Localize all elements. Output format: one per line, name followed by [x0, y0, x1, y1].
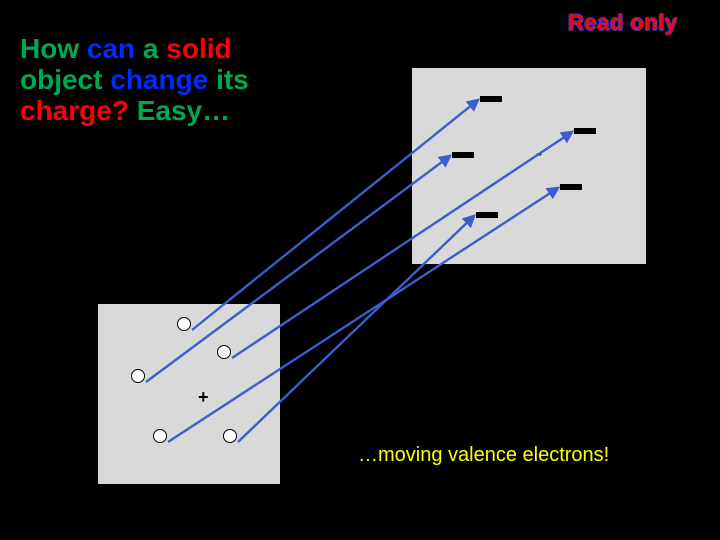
caption: …moving valence electrons!	[358, 444, 609, 467]
electron-0	[480, 96, 502, 102]
plus-sign: +	[198, 388, 209, 406]
electron-site-3	[153, 429, 167, 443]
page-title: How can a solidobject change itscharge? …	[20, 34, 249, 126]
electron-4	[476, 212, 498, 218]
electron-site-4	[223, 429, 237, 443]
left-panel	[96, 302, 282, 486]
minus-sign: -	[536, 144, 542, 162]
electron-site-0	[177, 317, 191, 331]
electron-2	[452, 152, 474, 158]
electron-site-1	[217, 345, 231, 359]
right-panel	[410, 66, 648, 266]
electron-3	[560, 184, 582, 190]
electron-site-2	[131, 369, 145, 383]
electron-1	[574, 128, 596, 134]
read-only-badge: Read onlyRead only	[568, 10, 720, 40]
